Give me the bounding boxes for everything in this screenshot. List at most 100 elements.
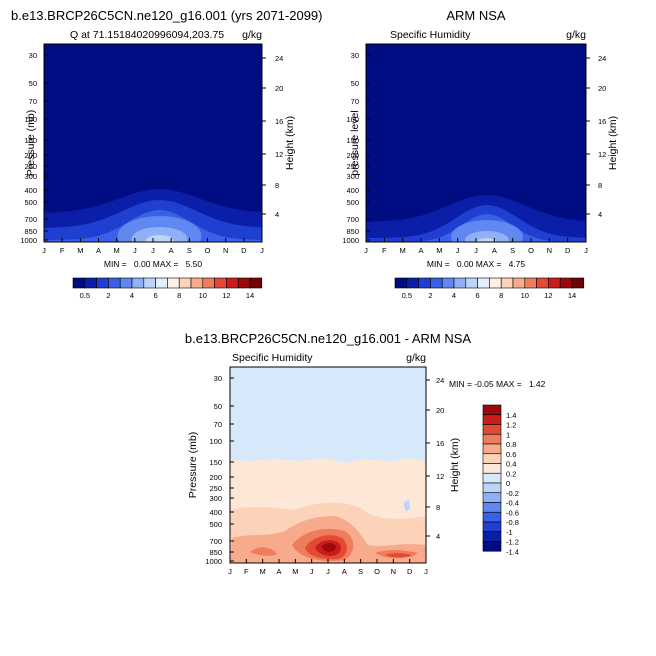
y-tick-label: 700 (209, 537, 222, 546)
colorbar-label: 2 (106, 291, 110, 300)
colorbar-box (482, 414, 502, 425)
x-tick-label: J (456, 246, 460, 255)
x-tick-label: N (547, 246, 552, 255)
colorbar-label: 1.2 (506, 421, 516, 430)
colorbar-label: 4 (452, 291, 456, 300)
panel-diff-y2label: Height (km) (449, 438, 461, 492)
colorbar-box (131, 277, 145, 289)
panel-obs-height-axis: 24 20 16 12 8 4 (586, 54, 606, 219)
y2-tick-label: 16 (598, 117, 606, 126)
colorbar-box (482, 482, 502, 494)
panel-diff-colorbar: 1.41.210.80.60.40.20-0.2-0.4-0.6-0.8-1-1… (482, 404, 519, 556)
colorbar-label: -1.2 (506, 538, 519, 547)
y2-tick-label: 16 (275, 117, 283, 126)
colorbar-box (482, 511, 502, 523)
y2-tick-label: 12 (275, 150, 283, 159)
colorbar-label: 0.8 (506, 440, 516, 449)
colorbar-label: 8 (177, 291, 181, 300)
colorbar-box (482, 463, 502, 474)
colorbar-label: 10 (199, 291, 207, 300)
y-tick-label: 400 (24, 186, 37, 195)
y-tick-label: 300 (209, 494, 222, 503)
y2-tick-label: 20 (275, 84, 283, 93)
panel-model-left-string: Q at 71.15184020996094,203.75 (70, 29, 224, 41)
colorbar-box (482, 424, 502, 435)
colorbar-box (441, 277, 455, 289)
x-tick-label: J (424, 567, 428, 576)
x-tick-label: D (565, 246, 571, 255)
colorbar-box (536, 277, 549, 289)
y-tick-label: 50 (214, 402, 222, 411)
x-tick-label: O (374, 567, 380, 576)
contour-band-6 (477, 238, 497, 242)
colorbar-box (482, 531, 502, 542)
x-tick-label: S (510, 246, 515, 255)
y-tick-label: 250 (346, 162, 359, 171)
colorbar-label: 1 (506, 430, 510, 439)
x-tick-label: J (584, 246, 588, 255)
y-tick-label: 70 (351, 97, 359, 106)
panel-obs-ylabel: pressure level (349, 110, 361, 175)
x-tick-label: M (292, 567, 298, 576)
colorbar-box (559, 277, 573, 289)
x-tick-label: M (77, 246, 83, 255)
y-tick-label: 850 (24, 227, 37, 236)
y-tick-label: 150 (24, 136, 37, 145)
y2-tick-label: 16 (436, 439, 444, 448)
colorbar-label: -0.2 (506, 489, 519, 498)
colorbar-box (482, 492, 502, 503)
colorbar-box (482, 433, 502, 445)
colorbar-box (202, 277, 215, 289)
y-tick-label: 300 (24, 172, 37, 181)
colorbar-label: -0.6 (506, 508, 519, 517)
colorbar-label: -0.8 (506, 518, 519, 527)
y-tick-label: 100 (209, 437, 222, 446)
x-tick-label: A (96, 246, 101, 255)
y-tick-label: 850 (346, 227, 359, 236)
colorbar-box (482, 521, 502, 533)
x-tick-label: J (326, 567, 330, 576)
colorbar-label: -0.4 (506, 499, 519, 508)
colorbar-box (96, 277, 109, 289)
colorbar-box (453, 277, 467, 289)
panel-obs-pressure-axis: 30 50 70 100 150 200 250 300 400 500 700… (342, 51, 370, 245)
y-tick-label: 30 (351, 51, 359, 60)
colorbar-box (482, 453, 502, 464)
colorbar-box (72, 277, 86, 289)
colorbar-label: -1.4 (506, 547, 519, 556)
y-tick-label: 70 (29, 97, 37, 106)
y-tick-label: 1000 (205, 557, 222, 566)
y2-tick-label: 24 (598, 54, 606, 63)
y-tick-label: 400 (346, 186, 359, 195)
x-tick-label: F (382, 246, 387, 255)
x-tick-label: A (418, 246, 423, 255)
x-tick-label: D (241, 246, 247, 255)
panel-diff-field (230, 367, 426, 563)
y-tick-label: 200 (346, 151, 359, 160)
panel-diff-ylabel: Pressure (mb) (187, 432, 199, 499)
y2-tick-label: 20 (436, 406, 444, 415)
colorbar-box (119, 277, 133, 289)
y2-tick-label: 8 (436, 503, 440, 512)
panel-diff-units: g/kg (406, 352, 426, 364)
y-tick-label: 150 (209, 458, 222, 467)
y2-tick-label: 12 (436, 472, 444, 481)
y-tick-label: 1000 (20, 236, 37, 245)
colorbar-label: 10 (521, 291, 529, 300)
y-tick-label: 200 (209, 473, 222, 482)
panel-model-pressure-axis: 30 50 70 100 150 200 250 300 400 500 700… (20, 51, 48, 245)
y2-tick-label: 4 (436, 532, 440, 541)
colorbar-box (108, 277, 121, 289)
contour-band-5 (131, 227, 188, 242)
colorbar-box (178, 277, 192, 289)
colorbar-box (465, 277, 478, 289)
colorbar-label: 8 (499, 291, 503, 300)
panel-model-colorbar: 0.5 2 4 6 8 10 12 14 (72, 277, 263, 300)
colorbar-box (482, 502, 502, 513)
y-tick-label: 70 (214, 420, 222, 429)
colorbar-box (237, 277, 251, 289)
panel-obs-minmax: MIN = 0.00 MAX = 4.75 (427, 259, 526, 269)
x-tick-label: J (42, 246, 46, 255)
x-tick-label: M (114, 246, 120, 255)
